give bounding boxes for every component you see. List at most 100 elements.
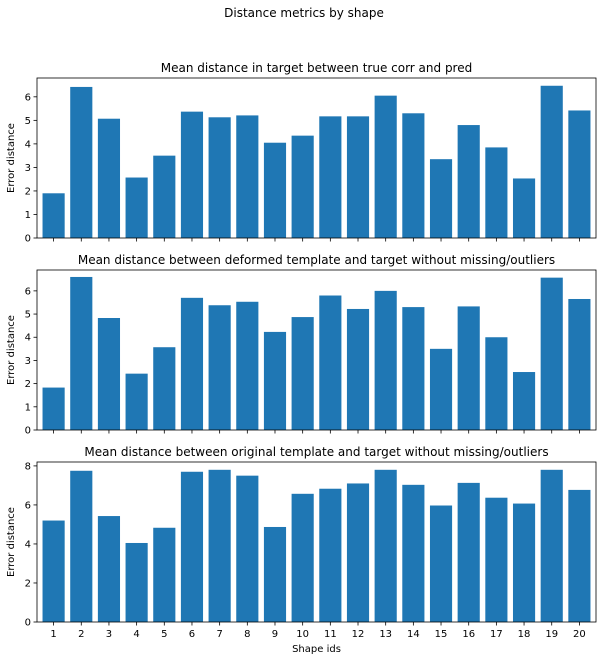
x-tick-label: 2: [78, 629, 84, 640]
bar-4: [125, 373, 148, 430]
bar-2: [70, 86, 93, 238]
y-tick-label: 1: [25, 402, 31, 413]
y-tick-label: 6: [25, 500, 31, 511]
bar-16: [457, 482, 480, 622]
x-tick-label: 18: [518, 629, 531, 640]
x-tick-label: 5: [161, 629, 167, 640]
y-tick-label: 0: [25, 618, 31, 629]
chart-title: Mean distance between deformed template …: [78, 253, 555, 267]
bar-7: [208, 117, 231, 238]
bar-14: [402, 307, 425, 430]
bar-9: [263, 526, 287, 622]
y-axis-label: Error distance: [6, 315, 17, 385]
bar-3: [97, 118, 121, 238]
y-tick-label: 3: [25, 356, 31, 367]
x-tick-label: 1: [50, 629, 56, 640]
x-tick-label: 7: [216, 629, 222, 640]
bar-1: [42, 520, 65, 622]
x-tick-label: 12: [352, 629, 365, 640]
y-tick-label: 2: [25, 578, 31, 589]
x-tick-label: 11: [324, 629, 337, 640]
x-tick-label: 4: [133, 629, 139, 640]
y-tick-label: 6: [25, 286, 31, 297]
bar-18: [512, 503, 536, 622]
x-tick-label: 20: [573, 629, 586, 640]
figure-suptitle: Distance metrics by shape: [224, 6, 384, 20]
bar-11: [319, 116, 342, 238]
x-tick-label: 14: [407, 629, 420, 640]
bar-3: [97, 318, 121, 430]
y-tick-label: 3: [25, 163, 31, 174]
y-tick-label: 4: [25, 333, 31, 344]
chart-1: 0 1 2 3 4 5 6 Mean distance in target between t…: [6, 61, 597, 245]
bar-12: [346, 308, 370, 430]
bar-15: [429, 159, 453, 238]
bar-2: [70, 470, 93, 622]
bar-11: [319, 488, 342, 622]
x-tick-label: 13: [379, 629, 392, 640]
x-tick-label: 3: [106, 629, 112, 640]
y-tick-label: 5: [25, 310, 31, 321]
axes-frame: [36, 461, 597, 623]
bar-4: [125, 177, 148, 238]
bar-19: [540, 85, 563, 238]
x-axis-label: Shape ids: [292, 644, 341, 655]
bar-3: [97, 516, 121, 622]
bar-6: [180, 297, 204, 430]
bar-12: [346, 483, 370, 622]
y-tick-label: 0: [25, 426, 31, 437]
bar-18: [512, 178, 536, 238]
bar-8: [236, 475, 259, 622]
bar-19: [540, 277, 563, 430]
x-tick-label: 9: [272, 629, 278, 640]
bar-1: [42, 387, 65, 430]
bar-5: [153, 155, 176, 238]
bar-4: [125, 542, 148, 622]
bar-16: [457, 125, 480, 238]
bar-17: [485, 497, 508, 622]
y-tick-label: 4: [25, 139, 31, 150]
x-tick-label: 6: [189, 629, 195, 640]
x-tick-label: 15: [435, 629, 448, 640]
bar-15: [429, 348, 453, 430]
y-tick-label: 1: [25, 210, 31, 221]
bar-8: [236, 115, 259, 238]
bar-20: [568, 489, 591, 622]
bar-13: [374, 290, 397, 430]
bar-19: [540, 469, 563, 622]
y-tick-label: 0: [25, 234, 31, 245]
bar-5: [153, 527, 176, 622]
bar-18: [512, 372, 536, 430]
bar-1: [42, 193, 65, 238]
bar-11: [319, 295, 342, 430]
y-tick-label: 2: [25, 186, 31, 197]
bar-16: [457, 306, 480, 430]
y-tick-label: 6: [25, 92, 31, 103]
chart-title: Mean distance in target between true cor…: [161, 61, 472, 75]
y-tick-label: 8: [25, 461, 31, 472]
axes-frame: [36, 77, 597, 239]
bar-20: [568, 298, 591, 430]
x-tick-label: 19: [545, 629, 558, 640]
y-tick-label: 2: [25, 379, 31, 390]
bar-13: [374, 95, 397, 239]
bar-12: [346, 116, 370, 238]
bar-10: [291, 135, 314, 238]
bar-15: [429, 505, 453, 622]
bar-14: [402, 113, 425, 238]
bar-10: [291, 493, 314, 622]
bar-6: [180, 111, 204, 238]
bar-20: [568, 110, 591, 238]
bar-7: [208, 469, 231, 622]
bar-5: [153, 347, 176, 430]
x-tick-label: 17: [490, 629, 503, 640]
x-tick-label: 8: [244, 629, 250, 640]
bar-17: [485, 337, 508, 430]
bar-6: [180, 471, 204, 622]
bar-10: [291, 317, 314, 430]
bar-13: [374, 469, 397, 622]
chart-2: 0 1 2 3 4 5 6 Mean distance between deformed te…: [6, 253, 597, 437]
